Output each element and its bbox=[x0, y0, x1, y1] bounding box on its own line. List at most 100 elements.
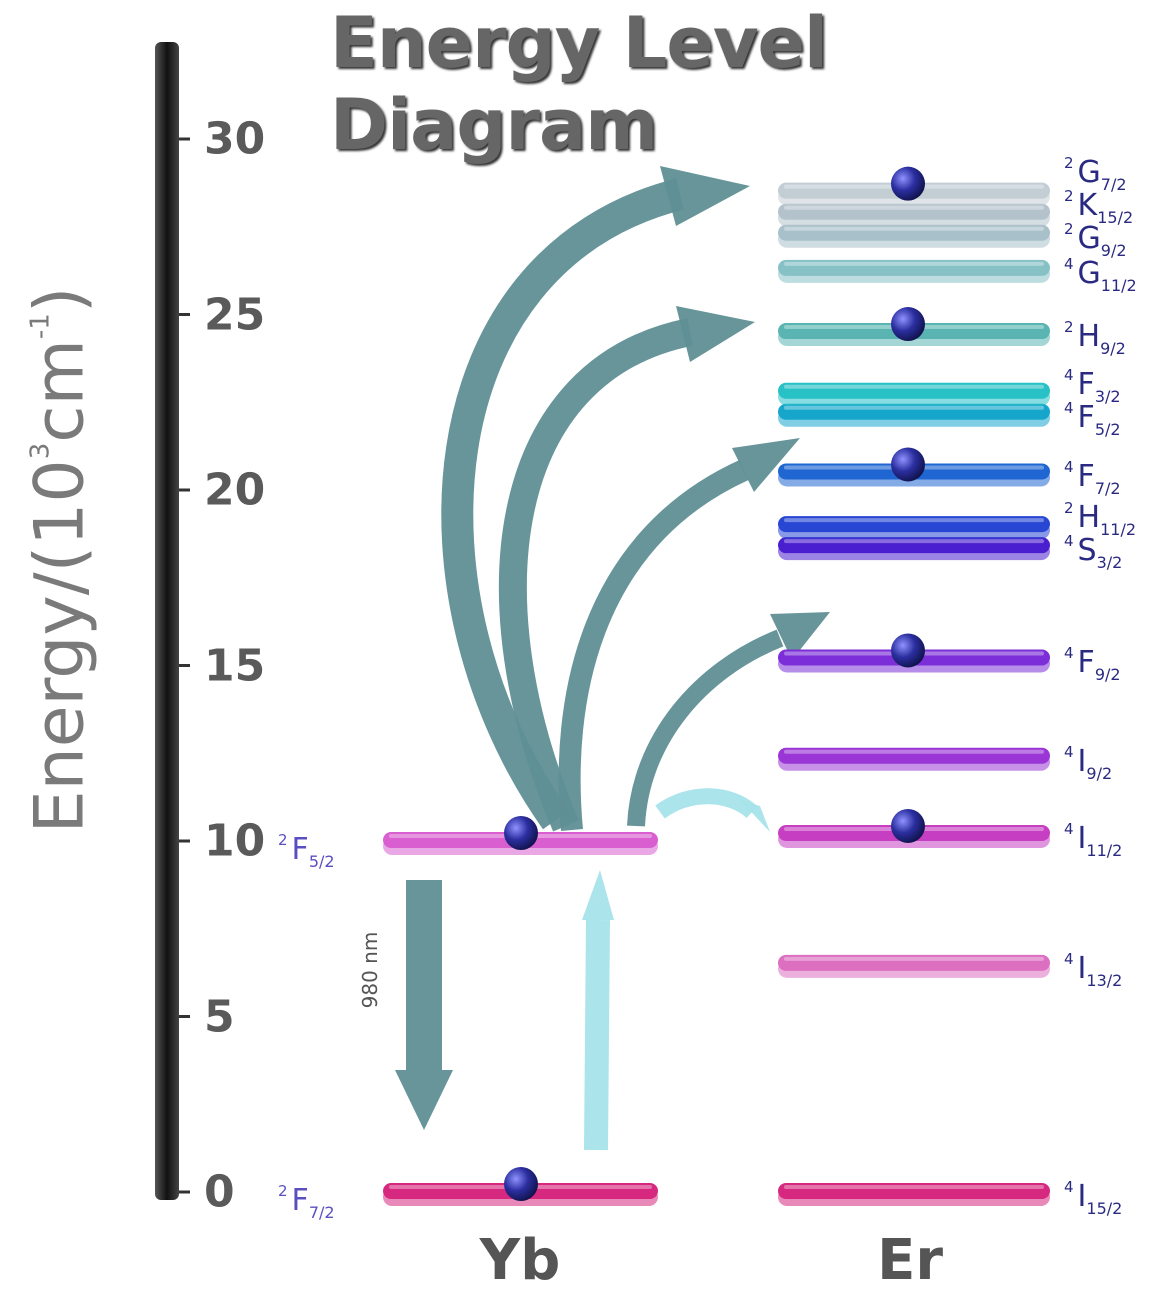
y-axis-label-text: Energy/(10 bbox=[20, 459, 100, 834]
level-term-L: I bbox=[1077, 820, 1087, 856]
level-term-label: 4 I13/2 bbox=[1064, 950, 1122, 990]
level-term-label: 4 F7/2 bbox=[1064, 458, 1121, 498]
level-term-label: 4 G11/2 bbox=[1064, 255, 1137, 295]
level-term-sub: 15/2 bbox=[1097, 207, 1134, 227]
transfer-arrow-f92 bbox=[627, 629, 784, 827]
electron-ball-er-g72 bbox=[891, 166, 925, 201]
level-term-L: K bbox=[1077, 187, 1098, 223]
er-level-highlight bbox=[784, 956, 1044, 961]
transfer-arrow-f92-head bbox=[770, 612, 830, 660]
level-term-L: F bbox=[291, 832, 309, 867]
level-term-pre: 4 bbox=[1064, 949, 1074, 968]
er-level bbox=[778, 259, 1050, 276]
electron-ball-er-f92 bbox=[891, 633, 925, 668]
er-level-highlight bbox=[784, 518, 1044, 523]
transfer-arrow-f72-head bbox=[732, 438, 800, 492]
electron-ball-er-f72 bbox=[891, 447, 925, 482]
er-level bbox=[778, 203, 1050, 220]
level-term-sub: 13/2 bbox=[1086, 970, 1123, 990]
level-term-pre: 4 bbox=[1064, 644, 1074, 663]
y-axis-unit: cm bbox=[20, 339, 100, 443]
emission-wavelength-label: 980 nm bbox=[358, 931, 382, 1009]
er-level bbox=[778, 537, 1050, 554]
level-term-pre: 2 bbox=[1064, 219, 1074, 238]
level-term-L: I bbox=[1077, 1179, 1087, 1214]
er-level bbox=[778, 747, 1050, 764]
level-term-label: 2 H11/2 bbox=[1064, 499, 1136, 539]
axis-tick-label: 25 bbox=[204, 289, 266, 340]
level-term-sub: 7/2 bbox=[1094, 479, 1121, 499]
level-term-label: 2 F7/2 bbox=[278, 1182, 335, 1222]
level-term-pre: 4 bbox=[1064, 398, 1074, 417]
level-term-sub: 11/2 bbox=[1100, 520, 1137, 540]
level-term-label: 4 I11/2 bbox=[1064, 820, 1122, 860]
pump-arrow bbox=[584, 919, 610, 1151]
level-term-pre: 4 bbox=[1064, 1178, 1074, 1196]
electron-ball-er-h92 bbox=[891, 307, 925, 342]
transfer-arrow-h92 bbox=[499, 318, 693, 832]
level-term-sub: 11/2 bbox=[1100, 275, 1137, 295]
axis-tick-label: 10 bbox=[204, 815, 266, 867]
level-term-L: H bbox=[1077, 500, 1101, 536]
level-term-sub: 7/2 bbox=[1100, 174, 1127, 194]
level-term-pre: 4 bbox=[1064, 254, 1074, 273]
energy-axis-bar bbox=[155, 42, 179, 1200]
transfer-arrow-f72 bbox=[558, 459, 749, 832]
level-term-L: G bbox=[1077, 255, 1101, 291]
level-term-L: S bbox=[1077, 533, 1097, 569]
atom-label-er: Er bbox=[877, 1228, 943, 1293]
level-term-label: 4 I9/2 bbox=[1064, 743, 1112, 783]
transfer-arrow-g72-head bbox=[660, 166, 750, 226]
level-term-L: F bbox=[1077, 366, 1095, 402]
level-term-pre: 2 bbox=[1064, 186, 1074, 205]
level-term-sub: 7/2 bbox=[308, 1203, 335, 1222]
er-level bbox=[778, 516, 1050, 533]
er-level bbox=[778, 1183, 1050, 1199]
level-term-label: 4 F5/2 bbox=[1064, 399, 1121, 439]
atom-label-yb: Yb bbox=[479, 1228, 561, 1293]
level-term-sub: 3/2 bbox=[1096, 553, 1123, 573]
y-axis-exp: 3 bbox=[25, 442, 56, 460]
er-level-highlight bbox=[784, 261, 1044, 266]
y-axis-close: ) bbox=[20, 286, 100, 314]
er-level-highlight bbox=[784, 226, 1044, 231]
pump-arrow-head bbox=[582, 870, 614, 920]
er-level-highlight bbox=[784, 205, 1044, 210]
level-term-label: 2 G7/2 bbox=[1064, 154, 1127, 194]
er-level-highlight bbox=[784, 749, 1044, 754]
axis-tick-label: 0 bbox=[204, 1166, 235, 1218]
level-term-L: I bbox=[1077, 950, 1087, 986]
transfer-arrow-h92-head bbox=[676, 306, 755, 362]
transfer-arrow-i112 bbox=[655, 788, 758, 819]
emission-arrow-head bbox=[395, 1070, 453, 1130]
electron-ball-er-i112 bbox=[891, 808, 925, 843]
y-axis-label: Energy/(103cm-1) bbox=[21, 287, 100, 834]
level-term-pre: 2 bbox=[1064, 499, 1074, 518]
level-term-pre: 2 bbox=[278, 1182, 288, 1200]
level-term-label: 4 I15/2 bbox=[1064, 1178, 1122, 1218]
y-axis-unit-exp: -1 bbox=[25, 313, 56, 340]
level-term-pre: 2 bbox=[278, 831, 288, 849]
level-term-label: 2 F5/2 bbox=[278, 831, 335, 871]
er-level-highlight bbox=[784, 1185, 1044, 1189]
level-term-pre: 4 bbox=[1064, 458, 1074, 477]
axis-tick-label: 30 bbox=[204, 113, 266, 165]
er-level bbox=[778, 403, 1050, 420]
level-term-L: G bbox=[1077, 154, 1101, 190]
level-term-label: 4 S3/2 bbox=[1064, 532, 1122, 572]
level-term-pre: 2 bbox=[1064, 318, 1074, 337]
er-level bbox=[778, 954, 1050, 971]
level-term-sub: 5/2 bbox=[1094, 419, 1121, 439]
level-term-L: F bbox=[1077, 645, 1095, 681]
electron-ball-yb-ground bbox=[504, 1167, 538, 1201]
axis-tick-label: 15 bbox=[204, 640, 266, 691]
level-term-label: 4 F9/2 bbox=[1064, 644, 1121, 684]
level-term-L: G bbox=[1077, 220, 1101, 256]
level-term-sub: 9/2 bbox=[1086, 763, 1113, 783]
level-term-sub: 5/2 bbox=[308, 852, 335, 871]
transfer-arrow-i112-head bbox=[740, 800, 770, 832]
level-term-label: 2 G9/2 bbox=[1064, 220, 1127, 260]
axis-tick-label: 20 bbox=[204, 464, 266, 516]
er-level bbox=[778, 382, 1050, 399]
